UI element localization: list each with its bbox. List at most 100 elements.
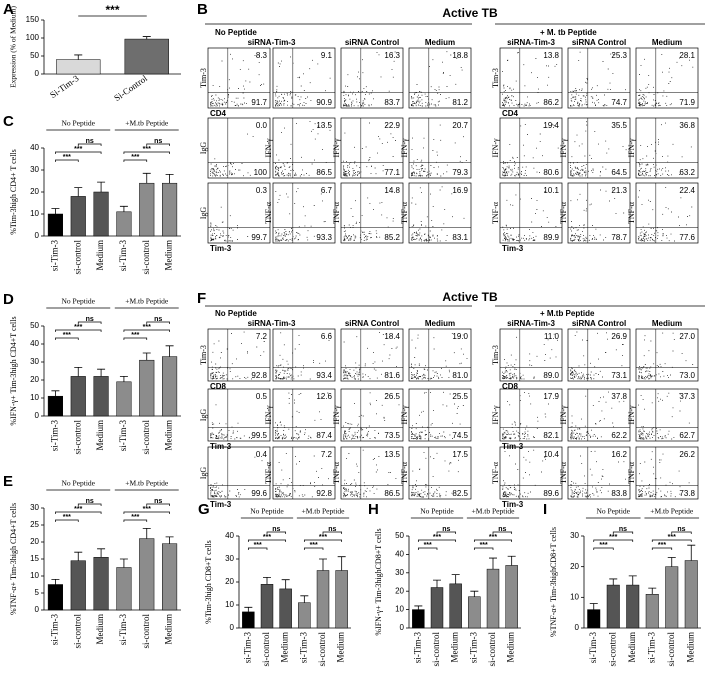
bar <box>116 381 132 417</box>
y-tick-label: 40 <box>395 550 404 559</box>
event-dots <box>343 331 398 380</box>
flow-axis-label: TNF-α <box>491 201 500 224</box>
flow-plot-frame <box>499 328 563 382</box>
event-dots <box>275 453 329 498</box>
flow-axis-label: Tim-3 <box>502 244 524 253</box>
significance-label: ns <box>619 526 627 533</box>
significance-label: *** <box>658 542 666 549</box>
flow-plot-frame <box>207 328 271 382</box>
quadrant-value: 26.5 <box>384 392 400 401</box>
quadrant-value: 64.5 <box>611 168 627 177</box>
bar <box>335 570 348 629</box>
event-dots <box>502 333 558 380</box>
flow-axis-label: IgG <box>199 207 208 220</box>
bar <box>93 376 109 417</box>
flow-plot-frame <box>340 328 404 382</box>
significance-bracket <box>55 511 102 514</box>
event-dots <box>638 451 690 498</box>
error-bar <box>648 587 657 595</box>
quadrant-value: 91.7 <box>251 98 267 107</box>
x-tick-label: si-Tim-3 <box>646 632 656 664</box>
quadrant-value: 10.4 <box>543 450 559 459</box>
bar <box>162 356 178 417</box>
bar <box>139 538 155 611</box>
y-tick-label: 10 <box>30 393 39 402</box>
quadrant-value: 0.5 <box>256 392 268 401</box>
bar <box>124 38 169 75</box>
event-dots <box>638 392 690 440</box>
quadrant-value: 82.5 <box>452 489 468 498</box>
flow-axis-label: IFN-γ <box>332 405 341 425</box>
quadrant-value: 19.4 <box>543 121 559 130</box>
x-tick-label: si-control <box>141 614 151 649</box>
y-axis-label: %Tim-3high CD4+ T cells <box>9 149 18 234</box>
flow-axis-label: IgG <box>199 409 208 422</box>
y-tick-label: 30 <box>30 165 39 174</box>
quadrant-value: 87.4 <box>316 431 332 440</box>
quadrant-value: 71.9 <box>679 98 695 107</box>
flow-plot-frame <box>207 446 271 500</box>
quadrant-value: 26.2 <box>679 450 695 459</box>
quadrant-value: 99.7 <box>251 233 267 242</box>
event-dots <box>275 392 329 440</box>
flow-axis-label: IFN-γ <box>559 138 568 158</box>
x-tick-label: si-Tim-3 <box>118 614 128 646</box>
column-header: siRNA-Tim-3 <box>507 38 555 47</box>
significance-bracket <box>247 547 268 550</box>
flow-plot-frame <box>499 117 563 179</box>
bar <box>665 566 679 629</box>
y-axis-label: %IFN-γ+ Tim-3high CD4+T cells <box>9 316 18 425</box>
y-tick-label: 150 <box>26 15 40 24</box>
x-tick-label: si-Tim-3 <box>242 632 252 664</box>
x-tick-label: Medium <box>164 614 174 645</box>
quadrant-value: 73.5 <box>384 431 400 440</box>
significance-bracket <box>417 547 438 550</box>
significance-bracket <box>492 531 513 534</box>
quadrant-value: 0.3 <box>256 186 268 195</box>
significance-label: *** <box>489 534 497 541</box>
significance-bracket <box>55 337 79 340</box>
event-dots <box>570 450 626 498</box>
flow-axis-label: TNF-α <box>491 461 500 484</box>
quadrant-value: 81.6 <box>384 371 400 380</box>
y-tick-label: 0 <box>575 623 580 632</box>
quadrant-value: 89.6 <box>543 489 559 498</box>
error-bar <box>667 557 676 567</box>
flow-axis-label: IFN-γ <box>400 405 409 425</box>
group-label: +M.tb Peptide <box>302 507 346 516</box>
significance-bracket <box>612 531 634 534</box>
quadrant-value: 77.1 <box>384 168 400 177</box>
event-dots <box>411 122 467 177</box>
x-tick-label: Medium <box>506 632 516 663</box>
y-tick-label: 40 <box>30 339 39 348</box>
x-tick-label: Medium <box>280 632 290 663</box>
group-label: No Peptide <box>215 28 257 37</box>
significance-label: *** <box>424 542 432 549</box>
flow-plot-frame <box>567 328 631 382</box>
flow-plot-frame <box>567 117 631 179</box>
significance-bracket <box>77 143 102 146</box>
flow-plot-frame <box>340 388 404 442</box>
flow-plot-frame <box>635 446 699 500</box>
error-bar <box>589 603 598 610</box>
bar <box>468 596 481 629</box>
error-bar <box>51 579 60 585</box>
x-tick-label: Medium <box>450 632 460 663</box>
flow-plot-frame <box>272 47 336 109</box>
y-axis-label: %IFN-γ+ Tim-3highCD8+T cells <box>374 528 383 635</box>
significance-bracket <box>473 539 513 542</box>
flow-axis-label: Tim-3 <box>210 442 232 451</box>
quadrant-value: 99.6 <box>251 489 267 498</box>
significance-label: ns <box>272 526 280 533</box>
event-dots <box>638 122 692 177</box>
quadrant-value: 18.4 <box>384 332 400 341</box>
bar <box>47 213 63 237</box>
flow-axis-label: IFN-γ <box>491 138 500 158</box>
significance-label: *** <box>63 332 71 339</box>
x-tick-label: si-control <box>607 632 617 667</box>
significance-label: *** <box>63 514 71 521</box>
significance-label: *** <box>143 146 151 153</box>
event-dots <box>570 121 627 177</box>
bar <box>645 594 659 629</box>
group-label: +M.tb Peptide <box>125 297 169 306</box>
